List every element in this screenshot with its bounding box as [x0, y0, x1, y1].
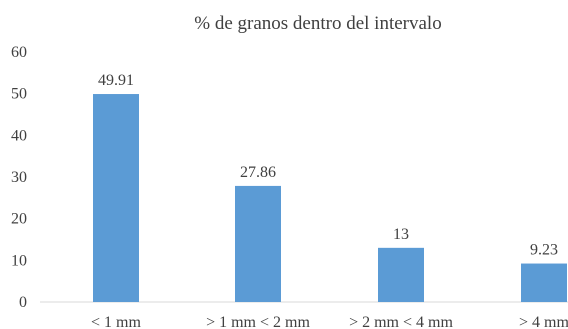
bar [235, 185, 281, 302]
y-tick-label: 10 [11, 252, 27, 269]
x-tick-label: > 4 mm [519, 314, 568, 329]
chart-title: % de granos dentro del intervalo [194, 13, 441, 34]
x-tick-label: > 1 mm < 2 mm [206, 314, 310, 329]
data-label: 27.86 [240, 164, 276, 181]
data-label: 49.91 [98, 72, 134, 89]
bar [378, 247, 424, 302]
bar [93, 94, 139, 303]
y-tick-label: 0 [19, 294, 27, 311]
y-tick-label: 50 [11, 86, 27, 103]
y-tick-label: 60 [11, 44, 27, 61]
y-tick-label: 40 [11, 127, 27, 144]
data-label: 13 [393, 226, 409, 243]
x-axis-ticks: < 1 mm > 1 mm < 2 mm > 2 mm < 4 mm > 4 mm [91, 314, 568, 329]
x-tick-label: > 2 mm < 4 mm [349, 314, 453, 329]
bar [521, 263, 567, 302]
x-tick-label: < 1 mm [91, 314, 141, 329]
data-label: 9.23 [530, 242, 558, 259]
data-labels: 49.91 27.86 13 9.23 [98, 72, 558, 259]
y-tick-label: 30 [11, 169, 27, 186]
y-axis-ticks: 0 10 20 30 40 50 60 [11, 44, 27, 311]
bars [93, 94, 567, 303]
y-tick-label: 20 [11, 211, 27, 228]
